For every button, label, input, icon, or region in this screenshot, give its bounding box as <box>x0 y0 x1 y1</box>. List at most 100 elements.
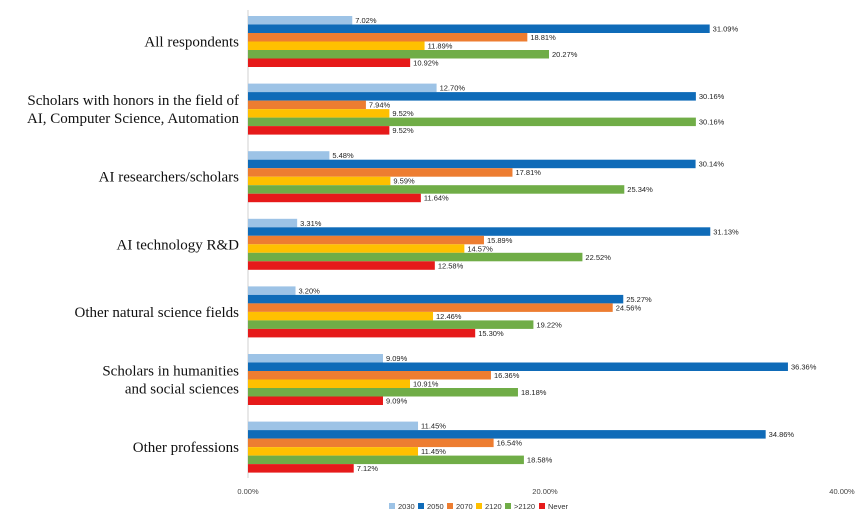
bar-2120 <box>248 455 524 465</box>
data-label: 9.59% <box>393 177 415 186</box>
bar-2120 <box>248 50 550 59</box>
data-label: 15.89% <box>487 236 513 245</box>
data-label: 25.27% <box>626 295 652 304</box>
data-label: 3.20% <box>299 286 321 295</box>
data-label: 20.27% <box>552 50 578 59</box>
bar-2120 <box>248 185 625 194</box>
data-label: 30.14% <box>699 160 725 169</box>
category-label: Scholars with honors in the field of <box>27 93 239 109</box>
legend-swatch <box>447 503 453 509</box>
bar-2030 <box>248 151 330 160</box>
legend-swatch <box>389 503 395 509</box>
legend-swatch <box>476 503 482 509</box>
data-label: 16.36% <box>494 371 520 380</box>
bar-2030 <box>248 83 437 93</box>
data-label: 7.02% <box>355 16 377 25</box>
bar-2030 <box>248 16 353 25</box>
bar-2050 <box>248 227 711 236</box>
data-label: 10.92% <box>413 59 439 68</box>
category-label: Other professions <box>133 440 239 456</box>
legend-swatch <box>539 503 545 509</box>
legend-label: 2070 <box>456 502 473 511</box>
bar-2050 <box>248 159 696 169</box>
bar-2050 <box>248 92 696 101</box>
legend-label: Never <box>548 502 569 511</box>
bar-never <box>248 261 435 270</box>
data-label: 15.30% <box>478 329 504 338</box>
data-label: 10.91% <box>413 380 439 389</box>
data-label: 30.16% <box>699 92 725 101</box>
category-label: AI technology R&D <box>117 237 240 253</box>
category-label: All respondents <box>144 35 239 51</box>
bar-never <box>248 328 476 338</box>
bar-2120 <box>248 320 534 329</box>
data-label: 9.09% <box>386 397 408 406</box>
x-tick-label: 40.00% <box>829 487 855 496</box>
data-label: 36.36% <box>791 363 817 372</box>
bar-2120 <box>248 41 425 50</box>
category-label: Other natural science fields <box>74 305 239 321</box>
bar-2120 <box>248 388 518 397</box>
data-label: 9.52% <box>392 126 414 135</box>
data-label: 7.12% <box>357 464 379 473</box>
bar-never <box>248 464 354 473</box>
category-label: AI researchers/scholars <box>99 170 240 186</box>
data-label: 18.58% <box>527 456 553 465</box>
bar-2070 <box>248 100 366 110</box>
bar-2070 <box>248 168 513 177</box>
data-label: 12.70% <box>440 84 466 93</box>
bar-never <box>248 58 411 67</box>
data-label: 31.13% <box>713 227 739 236</box>
data-label: 7.94% <box>369 101 391 110</box>
data-label: 14.57% <box>467 244 493 253</box>
category-label: and social sciences <box>125 382 239 398</box>
bar-2120 <box>248 379 411 388</box>
bar-2030 <box>248 286 296 295</box>
bar-2120 <box>248 109 390 118</box>
data-label: 18.81% <box>530 33 556 42</box>
data-label: 18.18% <box>521 388 547 397</box>
bar-2120 <box>248 244 465 253</box>
bar-2050 <box>248 362 788 371</box>
data-label: 34.86% <box>769 430 795 439</box>
data-label: 24.56% <box>616 303 642 312</box>
bar-2120 <box>248 252 583 262</box>
data-label: 19.22% <box>536 320 562 329</box>
category-label: AI, Computer Science, Automation <box>27 111 240 127</box>
bar-2070 <box>248 235 484 245</box>
legend-swatch <box>418 503 424 509</box>
legend-label: 2050 <box>427 502 444 511</box>
bar-2050 <box>248 24 710 33</box>
data-label: 9.52% <box>392 109 414 118</box>
data-label: 3.31% <box>300 219 322 228</box>
bar-2120 <box>248 117 696 127</box>
data-label: 25.34% <box>627 185 653 194</box>
legend-label: >2120 <box>514 502 535 511</box>
data-label: 11.64% <box>424 194 449 203</box>
data-label: 12.46% <box>436 312 462 321</box>
bar-2120 <box>248 447 419 456</box>
bar-2070 <box>248 438 494 448</box>
x-tick-label: 0.00% <box>237 487 259 496</box>
data-label: 22.52% <box>585 253 611 262</box>
x-tick-label: 20.00% <box>532 487 558 496</box>
bar-2070 <box>248 33 528 42</box>
bar-2050 <box>248 294 624 304</box>
data-label: 30.16% <box>699 118 725 127</box>
legend-label: 2120 <box>485 502 502 511</box>
bar-2030 <box>248 421 419 431</box>
bar-2070 <box>248 303 613 312</box>
data-label: 16.54% <box>497 439 523 448</box>
bar-2070 <box>248 371 491 380</box>
category-label: Scholars in humanities <box>102 364 239 380</box>
bar-2050 <box>248 430 766 439</box>
data-label: 11.89% <box>428 42 453 51</box>
bar-never <box>248 126 390 135</box>
bar-2030 <box>248 354 383 363</box>
data-label: 12.58% <box>438 261 464 270</box>
data-label: 17.81% <box>515 168 541 177</box>
legend-swatch <box>505 503 511 509</box>
data-label: 9.09% <box>386 354 408 363</box>
data-label: 5.48% <box>332 151 354 160</box>
data-label: 31.09% <box>713 25 739 34</box>
